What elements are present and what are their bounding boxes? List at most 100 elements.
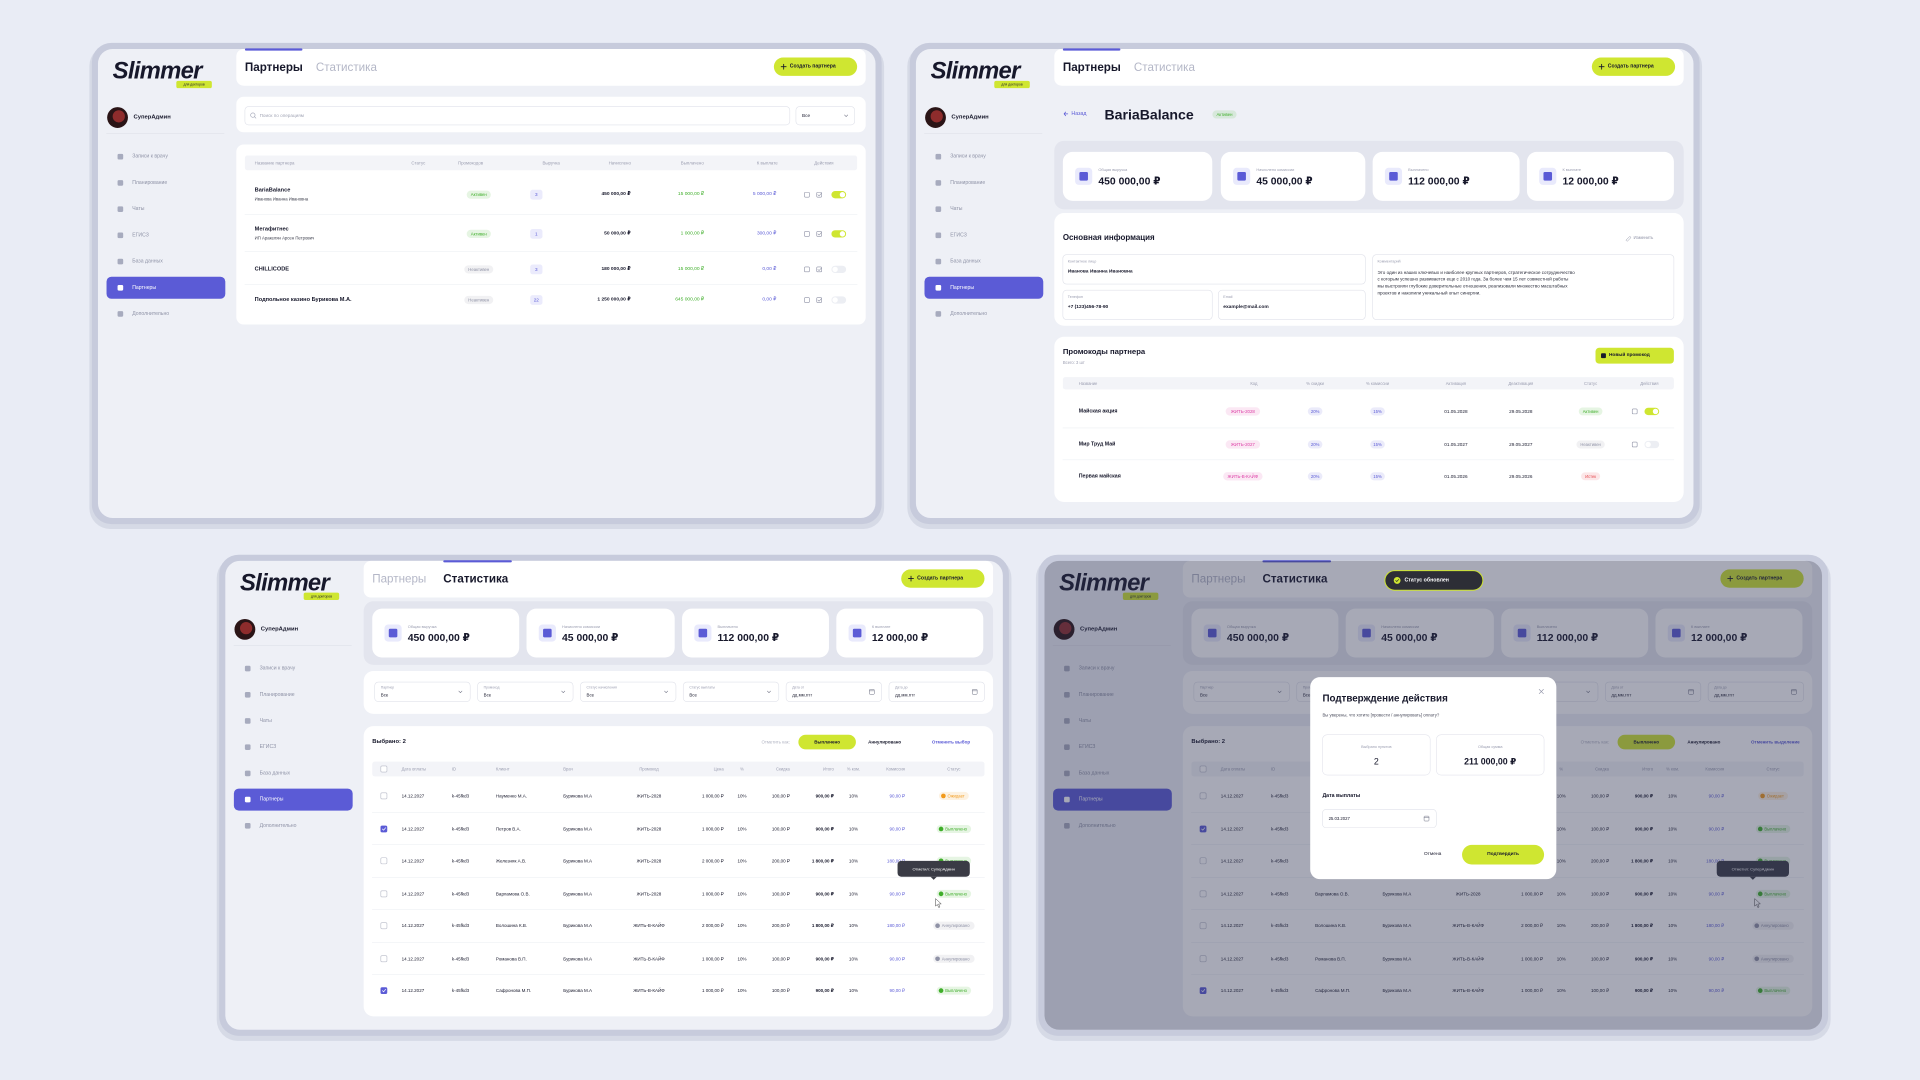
tab[interactable]: Статистика	[443, 573, 509, 586]
edit-icon[interactable]	[804, 266, 810, 273]
menu-item[interactable]: Записи к врачу	[1064, 666, 1115, 672]
tab[interactable]: Партнеры	[1063, 61, 1121, 74]
new-promo-button[interactable]: Новый промокод	[1595, 347, 1674, 364]
menu-item[interactable]: База данных	[1064, 770, 1110, 776]
menu-item[interactable]: Записи к врачу	[244, 666, 296, 672]
menu-item[interactable]: Партнеры	[233, 788, 353, 811]
edit-icon[interactable]	[804, 231, 810, 237]
menu-item[interactable]: Записи к врачу	[935, 154, 987, 160]
confirm-button[interactable]: Подтвердить	[1487, 851, 1519, 857]
menu-item[interactable]: Планирование	[935, 180, 986, 186]
menu-item[interactable]: Дополнительно	[1064, 823, 1116, 829]
menu-item[interactable]: Партнеры	[106, 276, 226, 299]
create-button[interactable]: Создать партнера	[1720, 569, 1804, 588]
toggle[interactable]	[831, 230, 847, 238]
menu-item[interactable]: Партнеры	[924, 276, 1044, 299]
cell: 10%	[738, 988, 747, 993]
row-checkbox[interactable]	[1199, 792, 1207, 800]
row-checkbox[interactable]	[1199, 890, 1207, 898]
row-checkbox[interactable]	[1199, 987, 1207, 994]
clear-selection[interactable]: Отменить выбор	[932, 739, 971, 745]
create-button[interactable]: Создать партнера	[773, 57, 858, 76]
cancel-button[interactable]: Аннулировано	[868, 740, 901, 745]
paid-button[interactable]	[798, 734, 856, 750]
edit-link[interactable]: Изменить	[1633, 235, 1654, 240]
edit-icon[interactable]	[804, 191, 810, 198]
toggle[interactable]	[1644, 440, 1660, 449]
menu-item[interactable]: Партнеры	[1053, 788, 1172, 811]
row-checkbox[interactable]	[380, 922, 388, 930]
menu-item[interactable]: ЕГИСЗ	[244, 744, 276, 750]
menu-item[interactable]: База данных	[244, 770, 291, 776]
header-checkbox[interactable]	[380, 765, 388, 773]
filter-field[interactable]: Дата до дд.мм.гггг	[1707, 681, 1804, 702]
search-input[interactable]	[244, 106, 791, 126]
check-icon[interactable]	[1631, 441, 1638, 448]
row-checkbox[interactable]	[380, 955, 388, 963]
header-checkbox[interactable]	[1199, 765, 1207, 773]
check-icon[interactable]	[816, 266, 822, 273]
menu-item[interactable]: Планирование	[1064, 692, 1114, 698]
menu-item[interactable]: Записи к врачу	[117, 154, 169, 160]
menu-item[interactable]: ЕГИСЗ	[935, 232, 967, 238]
menu-item[interactable]: ЕГИСЗ	[117, 232, 149, 238]
filter-field[interactable]: Дата до дд.мм.гггг	[888, 681, 985, 702]
menu-item[interactable]: Чаты	[244, 718, 272, 724]
row-checkbox[interactable]	[380, 792, 388, 800]
check-icon[interactable]	[816, 231, 822, 237]
back-link[interactable]: Назад	[1071, 111, 1086, 117]
filter-field[interactable]: Партнер Все	[1193, 681, 1290, 702]
check-icon[interactable]	[816, 297, 822, 303]
menu-item[interactable]: Дополнительно	[935, 311, 988, 317]
menu-item[interactable]: ЕГИСЗ	[1064, 744, 1095, 750]
filter-field[interactable]: Статус выплаты Все	[682, 681, 780, 702]
confirm-button-bg[interactable]	[1462, 844, 1545, 865]
clear-selection[interactable]: Отменить выделение	[1751, 740, 1800, 745]
toggle[interactable]	[831, 265, 847, 274]
row-checkbox[interactable]	[1199, 922, 1207, 930]
tab[interactable]: Статистика	[1134, 61, 1196, 74]
toggle[interactable]	[831, 191, 847, 199]
menu-item[interactable]: Планирование	[117, 180, 168, 186]
check-icon[interactable]	[816, 191, 822, 198]
row-checkbox[interactable]	[1199, 857, 1207, 865]
toggle[interactable]	[1644, 407, 1660, 416]
modal-close[interactable]	[1538, 689, 1544, 694]
menu-item[interactable]: Дополнительно	[244, 823, 297, 829]
filter-field[interactable]: Промокод Все	[477, 681, 574, 702]
row-checkbox[interactable]	[380, 890, 388, 898]
row-checkbox[interactable]	[380, 857, 388, 865]
menu-item[interactable]: Чаты	[935, 206, 963, 212]
filter-field[interactable]: Статус начисления Все	[580, 681, 677, 702]
menu-item[interactable]: Чаты	[117, 206, 145, 212]
menu-item[interactable]: Чаты	[1064, 718, 1091, 724]
row-checkbox[interactable]	[380, 825, 388, 833]
tab[interactable]: Статистика	[316, 61, 378, 74]
filter-field[interactable]: Дата от дд.мм.гггг	[785, 681, 882, 702]
cancel-button[interactable]: Аннулировано	[1687, 740, 1720, 745]
edit-icon[interactable]	[804, 297, 810, 303]
create-button[interactable]: Создать партнера	[1591, 57, 1676, 76]
row-checkbox[interactable]	[380, 987, 388, 994]
row-checkbox[interactable]	[1199, 825, 1207, 833]
date-input[interactable]	[1322, 809, 1437, 829]
tab[interactable]: Партнеры	[1191, 573, 1245, 586]
filter-field[interactable]: Дата от дд.мм.гггг	[1605, 681, 1702, 702]
paid-button[interactable]	[1617, 734, 1676, 750]
create-button[interactable]: Создать партнера	[901, 569, 985, 588]
check-icon[interactable]	[1631, 408, 1638, 415]
tab[interactable]: Партнеры	[245, 61, 303, 74]
status-badge-text: Неактивен	[468, 267, 490, 272]
menu-item[interactable]: База данных	[117, 259, 164, 265]
cancel-button[interactable]: Отмена	[1424, 851, 1442, 857]
filter-field[interactable]: Партнер Все	[374, 681, 471, 702]
menu-item[interactable]: Планирование	[244, 692, 295, 698]
row-checkbox[interactable]	[1199, 955, 1207, 963]
menu-label: Записи к врачу	[1079, 666, 1115, 672]
tab[interactable]: Партнеры	[372, 573, 426, 586]
menu-item[interactable]: База данных	[935, 259, 982, 265]
filter-select[interactable]	[795, 106, 855, 126]
toggle[interactable]	[831, 296, 847, 304]
tab[interactable]: Статистика	[1262, 573, 1328, 586]
menu-item[interactable]: Дополнительно	[117, 311, 170, 317]
